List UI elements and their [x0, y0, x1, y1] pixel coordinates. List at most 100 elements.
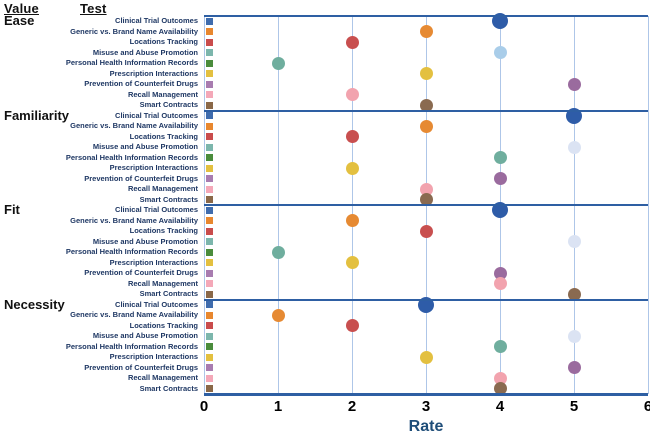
x-axis-tick-label: 1: [273, 398, 283, 415]
test-label: Clinical Trial Outcomes: [115, 110, 198, 120]
data-point-dot: [566, 107, 582, 124]
legend-square: [205, 322, 213, 330]
value-group-label-familiarity: Familiarity: [4, 107, 70, 123]
test-label: Misuse and Abuse Promotion: [92, 236, 198, 246]
legend-square: [205, 154, 213, 162]
test-label: Prevention of Counterfeit Drugs: [84, 79, 198, 88]
x-axis-tick-label: 6: [643, 398, 650, 415]
data-point-dot: [345, 256, 359, 270]
legend-square: [205, 112, 213, 120]
data-point-dot: [493, 172, 507, 186]
legend-square: [205, 28, 213, 36]
test-label: Smart Contracts: [139, 194, 198, 204]
legend-square: [205, 248, 213, 256]
test-label: Recall Management: [127, 89, 198, 99]
test-label: Clinical Trial Outcomes: [115, 299, 198, 309]
legend-square: [205, 185, 213, 193]
test-label: Clinical Trial Outcomes: [115, 16, 198, 25]
test-label: Recall Management: [127, 278, 198, 288]
x-axis-tick-label: 0: [199, 398, 209, 415]
x-axis-line: [204, 392, 648, 396]
data-point-dot: [493, 151, 507, 165]
legend-square: [205, 38, 213, 46]
test-label: Locations Tracking: [129, 37, 198, 46]
test-label: Smart Contracts: [139, 383, 198, 393]
legend-square: [205, 196, 213, 204]
data-point-dot: [271, 56, 285, 70]
data-point-dot: [493, 266, 507, 280]
data-point-dot: [419, 98, 433, 112]
legend-square: [205, 133, 213, 141]
legend-square: [205, 353, 213, 361]
legend-square: [205, 164, 213, 172]
test-label: Locations Tracking: [129, 131, 198, 141]
legend-square: [205, 343, 213, 351]
data-point-dot: [493, 340, 507, 354]
data-point-dot: [419, 193, 433, 207]
value-group-label-necessity: Necessity: [4, 296, 65, 312]
group-separator-line: [204, 298, 648, 301]
test-label: Prescription Interactions: [109, 163, 198, 172]
vertical-gridline: [647, 16, 649, 394]
legend-square: [205, 80, 213, 88]
legend-square: [205, 143, 213, 151]
legend-square: [205, 17, 213, 25]
legend-square: [205, 385, 213, 393]
data-point-dot: [567, 140, 581, 154]
test-label: Recall Management: [127, 184, 198, 193]
data-point-dot: [419, 350, 433, 364]
data-point-dot: [567, 235, 581, 249]
test-label: Prevention of Counterfeit Drugs: [84, 362, 198, 372]
value-column-header: Value: [4, 1, 39, 16]
data-point-dot: [345, 130, 359, 144]
test-label: Personal Health Information Records: [65, 341, 198, 351]
legend-square: [205, 91, 213, 99]
x-axis-tick-label: 4: [495, 398, 505, 415]
test-label: Personal Health Information Records: [65, 247, 198, 256]
data-point-dot: [419, 182, 433, 196]
legend-square: [205, 122, 213, 130]
data-point-dot: [345, 88, 359, 102]
test-label: Smart Contracts: [139, 100, 198, 109]
data-point-dot: [419, 25, 433, 39]
group-separator-line: [204, 204, 648, 206]
test-label: Prevention of Counterfeit Drugs: [84, 268, 198, 277]
test-label: Locations Tracking: [129, 226, 198, 235]
data-point-dot: [345, 161, 359, 175]
test-label: Recall Management: [127, 373, 198, 382]
test-label: Locations Tracking: [129, 320, 198, 330]
test-label: Misuse and Abuse Promotion: [92, 142, 198, 151]
test-label: Prevention of Counterfeit Drugs: [84, 173, 198, 183]
x-axis-tick-label: 5: [569, 398, 579, 415]
data-point-dot: [492, 13, 508, 30]
data-point-dot: [493, 382, 507, 396]
data-point-dot: [345, 319, 359, 333]
legend-square: [205, 301, 213, 309]
legend-square: [205, 238, 213, 246]
data-point-dot: [567, 77, 581, 91]
x-axis-tick-label: 2: [347, 398, 357, 415]
legend-square: [205, 374, 213, 382]
test-label: Generic vs. Brand Name Availability: [70, 215, 198, 225]
test-label: Generic vs. Brand Name Availability: [70, 121, 198, 130]
legend-square: [205, 332, 213, 340]
data-point-dot: [493, 371, 507, 385]
data-point-dot: [271, 245, 285, 259]
data-point-dot: [419, 67, 433, 81]
test-label: Generic vs. Brand Name Availability: [70, 310, 198, 319]
group-separator-line: [204, 109, 648, 112]
x-axis-tick-label: 3: [421, 398, 431, 415]
data-point-dot: [345, 214, 359, 228]
data-point-dot: [493, 46, 507, 60]
data-point-dot: [418, 296, 434, 313]
test-label: Generic vs. Brand Name Availability: [70, 26, 198, 36]
legend-square: [205, 101, 213, 109]
data-point-dot: [271, 308, 285, 322]
test-label: Prescription Interactions: [109, 352, 198, 361]
data-point-dot: [419, 119, 433, 133]
test-label: Personal Health Information Records: [65, 58, 198, 67]
legend-square: [205, 280, 213, 288]
legend-square: [205, 311, 213, 319]
